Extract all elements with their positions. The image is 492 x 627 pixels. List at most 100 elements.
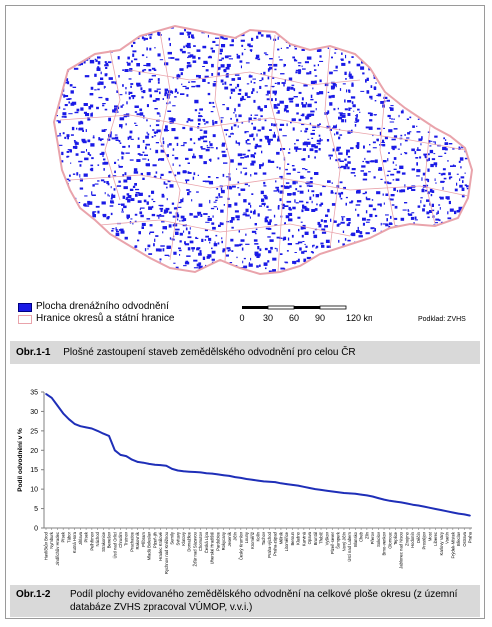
drainage-patch	[198, 155, 203, 157]
drainage-patch	[146, 56, 148, 58]
drainage-patch	[110, 197, 113, 200]
drainage-patch	[131, 263, 136, 266]
drainage-patch	[209, 55, 212, 58]
drainage-patch	[230, 88, 236, 92]
drainage-patch	[244, 183, 248, 186]
drainage-patch	[168, 171, 172, 174]
drainage-patch	[254, 223, 257, 226]
drainage-patch	[86, 225, 89, 229]
drainage-patch	[137, 153, 141, 155]
drainage-patch	[386, 236, 390, 239]
drainage-patch	[149, 94, 152, 98]
data-point	[463, 513, 466, 516]
drainage-patch	[60, 37, 65, 40]
drainage-patch	[314, 150, 318, 153]
drainage-patch	[462, 29, 465, 31]
drainage-patch	[436, 269, 439, 273]
drainage-patch	[189, 212, 191, 216]
drainage-patch	[389, 47, 394, 50]
x-tick-label: Frýdek-Místek	[450, 531, 455, 558]
drainage-patch	[175, 228, 180, 231]
drainage-patch	[452, 148, 455, 150]
drainage-patch	[246, 155, 249, 158]
drainage-patch	[276, 248, 278, 252]
drainage-patch	[415, 58, 418, 61]
drainage-patch	[302, 104, 307, 108]
drainage-patch	[366, 247, 370, 249]
drainage-patch	[317, 37, 320, 40]
drainage-patch	[376, 94, 379, 96]
drainage-patch	[415, 258, 419, 262]
data-point	[211, 472, 213, 475]
drainage-patch	[243, 199, 247, 203]
drainage-patch	[139, 208, 141, 211]
drainage-patch	[82, 40, 86, 42]
drainage-patch	[452, 165, 456, 167]
drainage-patch	[310, 94, 313, 98]
data-point	[429, 506, 431, 509]
drainage-patch	[414, 110, 418, 113]
drainage-patch	[234, 210, 239, 213]
legend-label: Hranice okresů a státní hranice	[36, 313, 175, 324]
drainage-patch	[395, 41, 399, 43]
drainage-patch	[212, 40, 216, 43]
drainage-patch	[132, 53, 135, 57]
x-tick-label: Semily	[170, 531, 175, 544]
drainage-patch	[331, 182, 333, 184]
drainage-patch	[252, 78, 256, 80]
drainage-patch	[207, 82, 210, 84]
data-point	[343, 492, 345, 494]
drainage-patch	[364, 157, 366, 160]
data-point	[171, 468, 173, 470]
drainage-patch	[196, 248, 200, 251]
drainage-patch	[309, 148, 314, 152]
drainage-patch	[445, 139, 447, 141]
data-point	[234, 476, 236, 478]
drainage-patch	[196, 49, 201, 52]
drainage-patch	[454, 210, 457, 215]
drainage-patch	[435, 242, 438, 246]
drainage-patch	[456, 44, 461, 47]
drainage-patch	[231, 271, 233, 274]
drainage-patch	[184, 261, 190, 265]
drainage-patch	[229, 186, 233, 190]
drainage-patch	[128, 96, 131, 100]
drainage-patch	[153, 131, 158, 134]
drainage-patch	[230, 159, 234, 163]
drainage-patch	[107, 61, 112, 64]
drainage-patch	[416, 266, 420, 269]
drainage-patch	[423, 244, 426, 247]
drainage-patch	[118, 203, 121, 205]
drainage-patch	[218, 59, 223, 61]
drainage-patch	[102, 153, 104, 157]
drainage-patch	[238, 88, 242, 92]
x-tick-label: Třebíč	[319, 532, 324, 544]
drainage-patch	[104, 61, 107, 64]
drainage-patch	[359, 268, 362, 271]
drainage-patch	[284, 185, 289, 189]
drainage-patch	[264, 247, 268, 251]
drainage-patch	[302, 142, 307, 146]
drainage-patch	[87, 202, 90, 205]
drainage-patch	[429, 202, 431, 206]
drainage-patch	[314, 145, 318, 149]
drainage-patch	[221, 30, 226, 32]
drainage-patch	[274, 68, 277, 71]
drainage-patch	[266, 138, 271, 140]
drainage-patch	[191, 85, 196, 88]
drainage-patch	[193, 267, 199, 269]
drainage-patch	[307, 155, 310, 158]
drainage-patch	[385, 59, 389, 62]
drainage-patch	[153, 201, 156, 203]
drainage-patch	[146, 63, 151, 67]
drainage-patch	[205, 62, 208, 64]
drainage-patch	[134, 220, 137, 223]
drainage-patch	[126, 193, 130, 196]
drainage-patch	[374, 228, 376, 232]
drainage-patch	[55, 272, 59, 274]
data-point	[348, 492, 351, 495]
drainage-patch	[301, 49, 305, 51]
drainage-patch	[186, 120, 189, 123]
drainage-patch	[155, 248, 160, 252]
drainage-patch	[56, 207, 61, 210]
